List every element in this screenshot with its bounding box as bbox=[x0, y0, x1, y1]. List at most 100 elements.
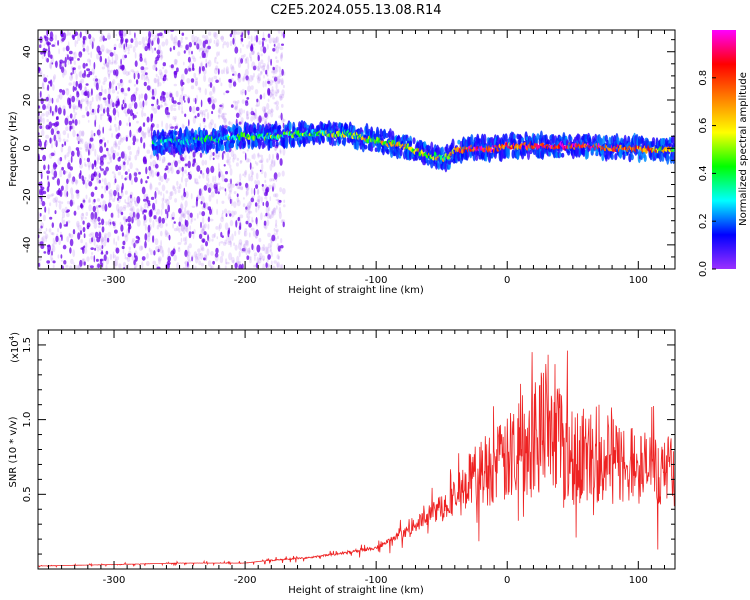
heatmap-cell bbox=[107, 221, 110, 225]
heatmap-cell bbox=[251, 216, 253, 223]
heatmap-cell bbox=[221, 113, 224, 119]
heatmap-cell bbox=[117, 111, 120, 118]
heatmap-cell bbox=[258, 115, 262, 118]
heatmap-cell bbox=[186, 209, 191, 215]
heatmap-cell bbox=[140, 178, 143, 185]
heatmap-cell bbox=[215, 79, 219, 83]
heatmap-cell bbox=[279, 148, 282, 153]
heatmap-cell bbox=[222, 115, 226, 121]
heatmap-cell bbox=[157, 190, 161, 195]
heatmap-cell bbox=[241, 186, 244, 191]
heatmap-cell bbox=[247, 201, 252, 209]
heatmap-cell bbox=[89, 104, 92, 111]
heatmap-cell bbox=[96, 171, 100, 177]
heatmap-cell bbox=[140, 207, 145, 213]
heatmap-cell bbox=[259, 255, 262, 261]
heatmap-cell bbox=[198, 260, 202, 266]
heatmap-cell bbox=[107, 32, 111, 40]
heatmap-cell bbox=[66, 200, 71, 205]
heatmap-cell bbox=[184, 206, 187, 215]
heatmap-cell bbox=[115, 164, 119, 171]
heatmap-cell bbox=[105, 185, 109, 191]
heatmap-cell bbox=[38, 228, 42, 232]
heatmap-cell bbox=[630, 154, 634, 161]
heatmap-cell bbox=[209, 155, 212, 161]
heatmap-cell bbox=[229, 156, 231, 160]
heatmap-cell bbox=[140, 66, 145, 71]
heatmap-cell bbox=[63, 224, 67, 227]
heatmap-cell bbox=[186, 95, 191, 102]
heatmap-cell bbox=[99, 155, 104, 163]
heatmap-cell bbox=[69, 199, 73, 207]
heatmap-cell bbox=[248, 204, 251, 209]
heatmap-cell bbox=[241, 99, 245, 105]
heatmap-cell bbox=[104, 99, 107, 107]
heatmap-cell bbox=[135, 217, 139, 221]
heatmap-cell bbox=[237, 75, 242, 83]
heatmap-cell bbox=[252, 140, 256, 148]
heatmap-cell bbox=[47, 84, 50, 91]
heatmap-cell bbox=[99, 103, 103, 112]
heatmap-cell bbox=[269, 79, 273, 86]
heatmap-cell bbox=[224, 178, 228, 183]
heatmap-cell bbox=[164, 69, 168, 75]
heatmap-cell bbox=[190, 218, 192, 225]
heatmap-cell bbox=[194, 177, 196, 184]
heatmap-cell bbox=[148, 232, 151, 235]
heatmap-cell bbox=[81, 114, 86, 118]
heatmap-cell bbox=[224, 265, 227, 269]
heatmap-cell bbox=[109, 189, 113, 197]
heatmap-cell bbox=[129, 196, 134, 204]
heatmap-cell bbox=[72, 249, 76, 258]
heatmap-cell bbox=[203, 117, 206, 123]
heatmap-cell bbox=[274, 120, 278, 133]
heatmap-cell bbox=[199, 188, 203, 194]
heatmap-cell bbox=[234, 101, 239, 110]
heatmap-cell bbox=[213, 183, 217, 190]
heatmap-cell bbox=[73, 51, 77, 59]
heatmap-cell bbox=[102, 49, 104, 52]
heatmap-cell bbox=[155, 67, 158, 72]
heatmap-cell bbox=[255, 229, 259, 237]
heatmap-cell bbox=[269, 92, 272, 99]
heatmap-cell bbox=[186, 266, 189, 269]
heatmap-cell bbox=[209, 38, 212, 44]
heatmap-cell bbox=[39, 43, 43, 49]
heatmap-cell bbox=[150, 154, 152, 160]
heatmap-cell bbox=[248, 173, 251, 182]
heatmap-cell bbox=[147, 30, 150, 35]
heatmap-cell bbox=[192, 151, 196, 158]
heatmap-cell bbox=[43, 164, 46, 171]
heatmap-cell bbox=[224, 122, 227, 128]
heatmap-cell bbox=[181, 87, 184, 96]
heatmap-cell bbox=[217, 152, 221, 158]
heatmap-cell bbox=[90, 214, 93, 223]
heatmap-cell bbox=[123, 234, 128, 238]
heatmap-cell bbox=[264, 112, 268, 118]
heatmap-cell bbox=[245, 56, 249, 64]
heatmap-cell bbox=[207, 236, 211, 243]
heatmap-cell bbox=[112, 79, 116, 85]
heatmap-cell bbox=[245, 182, 249, 189]
heatmap-cell bbox=[273, 207, 276, 211]
heatmap-cell bbox=[212, 85, 216, 94]
heatmap-cell bbox=[171, 211, 176, 219]
heatmap-cell bbox=[46, 244, 51, 248]
heatmap-cell bbox=[210, 165, 215, 173]
heatmap-cell bbox=[61, 166, 64, 171]
heatmap-cell bbox=[63, 170, 68, 174]
heatmap-cell bbox=[218, 168, 221, 175]
heatmap-cell bbox=[266, 64, 270, 72]
heatmap-cell bbox=[74, 86, 77, 91]
heatmap-cell bbox=[164, 216, 168, 221]
heatmap-cell bbox=[273, 159, 276, 167]
heatmap-cell bbox=[84, 36, 88, 41]
heatmap-cell bbox=[168, 91, 172, 95]
heatmap-cell bbox=[138, 245, 143, 251]
heatmap-cell bbox=[261, 116, 265, 119]
heatmap-cell bbox=[143, 214, 147, 221]
heatmap-cell bbox=[275, 175, 278, 183]
heatmap-cell bbox=[266, 111, 269, 120]
heatmap-cell bbox=[238, 264, 243, 269]
heatmap-cell bbox=[259, 154, 263, 158]
